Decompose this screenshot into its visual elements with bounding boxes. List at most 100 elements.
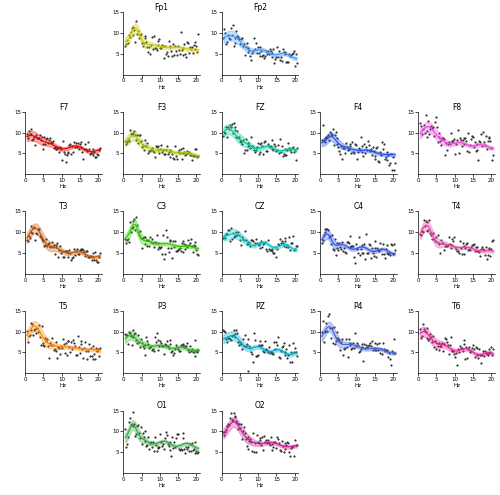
Point	[289, 340, 297, 347]
Point	[228, 235, 236, 243]
Point	[175, 445, 183, 452]
Point	[489, 236, 497, 244]
Point	[166, 446, 173, 454]
Point	[185, 241, 193, 248]
Point	[242, 241, 250, 248]
Point	[186, 440, 194, 448]
Point	[476, 137, 484, 145]
Point	[472, 243, 480, 251]
Point	[33, 230, 41, 238]
Point	[182, 149, 190, 157]
Point	[40, 237, 48, 245]
Point	[171, 143, 179, 150]
Point	[480, 352, 488, 360]
Point	[349, 339, 357, 346]
Point	[368, 249, 376, 257]
Point	[74, 140, 82, 148]
Title: F4: F4	[354, 103, 363, 112]
Point	[150, 243, 158, 251]
Point	[182, 449, 190, 457]
Point	[180, 445, 188, 453]
Point	[230, 123, 238, 131]
Point	[424, 336, 432, 344]
Point	[450, 138, 458, 146]
Point	[28, 222, 36, 230]
Point	[235, 134, 243, 142]
Point	[280, 151, 288, 159]
Point	[159, 342, 167, 349]
Point	[123, 36, 131, 44]
Point	[163, 49, 171, 56]
Point	[244, 143, 252, 150]
Point	[122, 443, 130, 451]
Point	[154, 444, 162, 452]
Point	[274, 240, 282, 248]
Point	[90, 350, 98, 358]
Point	[252, 235, 260, 243]
Point	[276, 354, 284, 362]
Point	[170, 349, 178, 357]
Point	[194, 49, 202, 56]
Point	[428, 338, 436, 346]
Point	[334, 246, 342, 254]
Point	[151, 433, 159, 441]
Point	[290, 47, 298, 55]
Point	[256, 239, 264, 247]
Point	[251, 239, 259, 247]
Point	[178, 341, 186, 349]
Point	[130, 131, 138, 139]
Point	[268, 145, 276, 153]
Point	[156, 244, 164, 251]
Point	[178, 148, 186, 156]
Point	[186, 151, 194, 159]
Point	[178, 341, 186, 349]
Point	[244, 48, 252, 55]
Point	[430, 235, 438, 243]
Point	[277, 148, 285, 155]
Point	[453, 248, 461, 255]
Point	[158, 443, 166, 450]
Point	[164, 342, 172, 350]
Point	[288, 239, 296, 247]
Point	[26, 319, 34, 327]
Point	[424, 227, 432, 235]
Point	[282, 348, 290, 356]
Point	[434, 139, 442, 147]
Point	[234, 419, 241, 427]
Point	[384, 151, 392, 159]
Point	[164, 245, 172, 252]
Point	[150, 447, 158, 455]
Point	[390, 240, 398, 248]
Point	[240, 40, 248, 48]
Point	[94, 345, 102, 353]
X-axis label: Hz: Hz	[60, 185, 67, 190]
Point	[254, 438, 262, 446]
Point	[322, 138, 330, 146]
Point	[338, 335, 346, 343]
Point	[226, 35, 234, 43]
Point	[474, 344, 482, 352]
Point	[446, 245, 454, 252]
Point	[54, 239, 62, 247]
Point	[270, 146, 278, 154]
Point	[253, 431, 261, 439]
Point	[275, 149, 283, 157]
Point	[464, 345, 472, 353]
Point	[280, 448, 287, 456]
Point	[444, 233, 452, 241]
Point	[361, 149, 369, 157]
Point	[342, 139, 350, 147]
Point	[140, 341, 148, 349]
Point	[222, 428, 230, 436]
Point	[476, 345, 484, 353]
Point	[137, 234, 145, 242]
Point	[24, 238, 32, 246]
Point	[375, 247, 383, 254]
Point	[356, 345, 364, 352]
Point	[230, 412, 238, 420]
Point	[68, 338, 76, 346]
Point	[328, 231, 336, 239]
Point	[171, 42, 179, 50]
Point	[418, 227, 426, 235]
Point	[90, 148, 98, 156]
